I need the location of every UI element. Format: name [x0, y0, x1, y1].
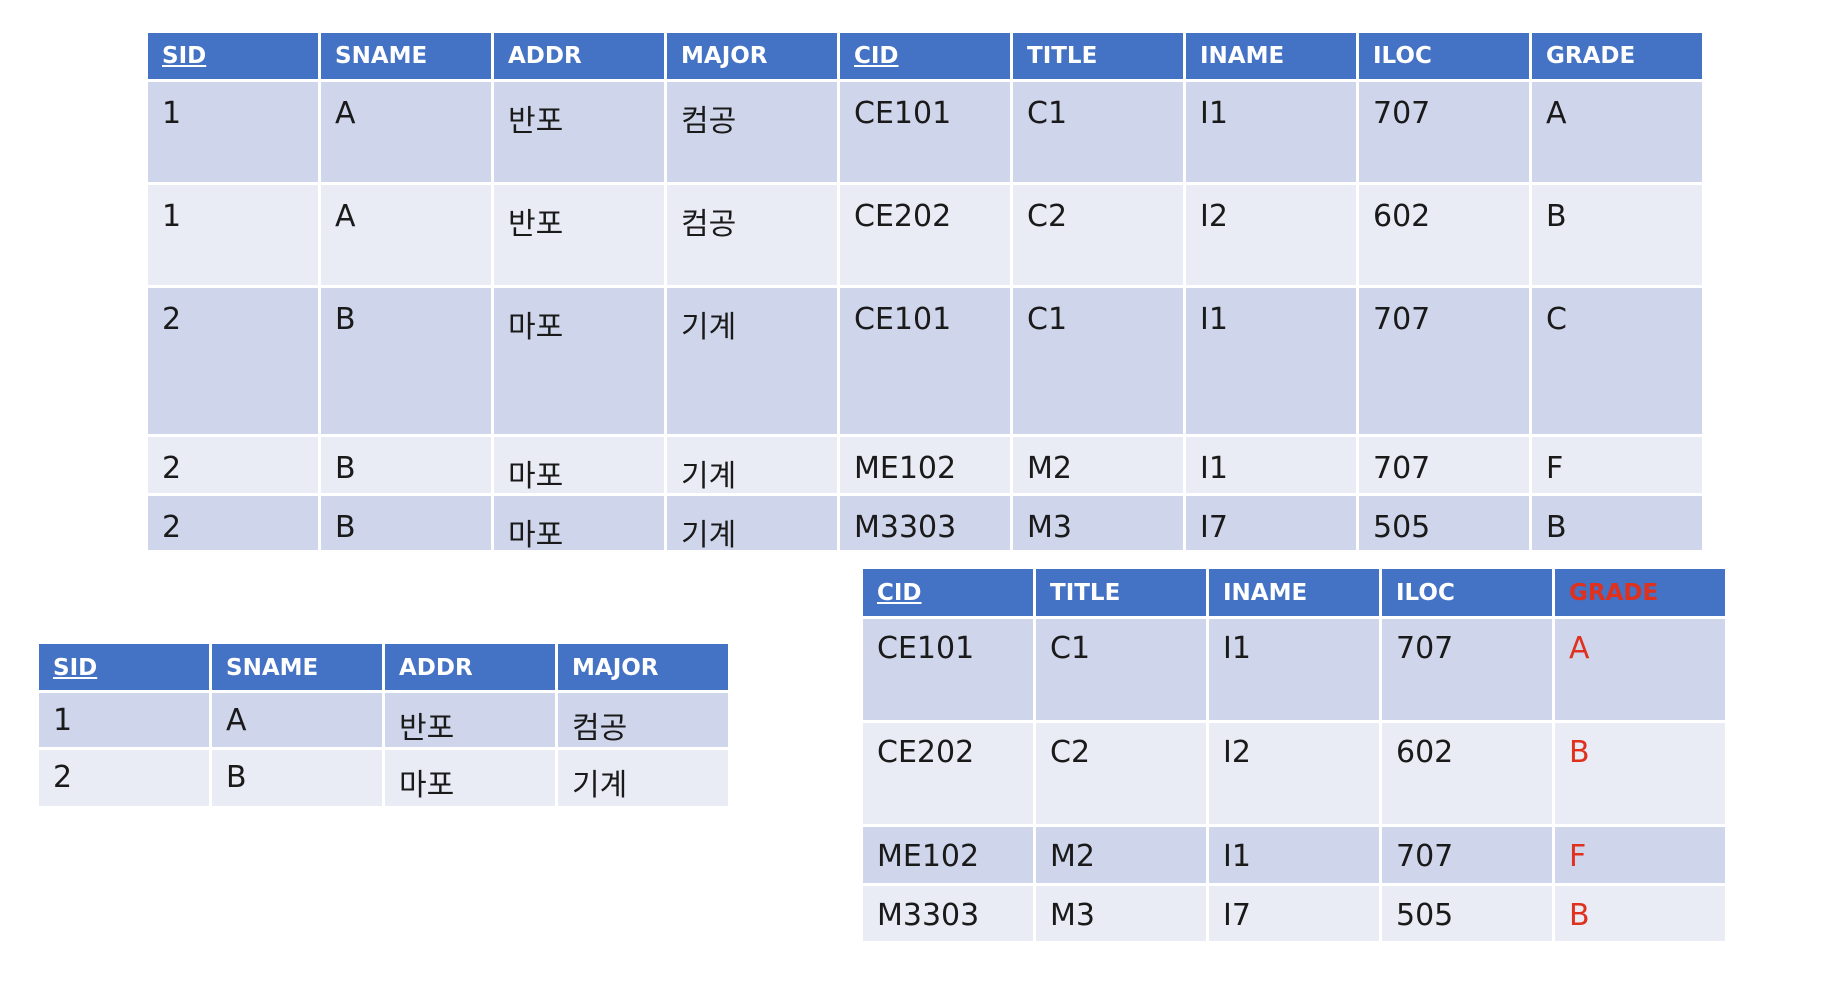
table-cell: 1: [148, 185, 318, 285]
table-cell: 2: [148, 437, 318, 493]
table-cell: 반포: [494, 185, 664, 285]
table-cell: F: [1532, 437, 1702, 493]
table-cell: 1: [148, 82, 318, 182]
table-cell: 707: [1359, 288, 1529, 434]
table-cell: 2: [39, 750, 209, 806]
table-cell: 기계: [667, 437, 837, 493]
header-sname: SNAME: [212, 644, 382, 690]
header-iloc: ILOC: [1359, 33, 1529, 79]
table-cell: B: [1532, 185, 1702, 285]
table-cell: I1: [1209, 619, 1379, 720]
table-cell: M2: [1036, 827, 1206, 883]
table-cell: 707: [1382, 827, 1552, 883]
table-cell: B: [321, 437, 491, 493]
table-cell: 반포: [494, 82, 664, 182]
table-cell: C1: [1036, 619, 1206, 720]
table-cell: 505: [1359, 496, 1529, 550]
table-cell: M2: [1013, 437, 1183, 493]
table-cell: I1: [1209, 827, 1379, 883]
table-cell: M3: [1013, 496, 1183, 550]
table-cell: 602: [1382, 723, 1552, 824]
table-cell: CE101: [840, 288, 1010, 434]
table-cell: 기계: [667, 288, 837, 434]
table-cell: 기계: [667, 496, 837, 550]
table-cell: 마포: [385, 750, 555, 806]
grade-cell: B: [1555, 723, 1725, 824]
table-cell: ME102: [863, 827, 1033, 883]
header-major: MAJOR: [558, 644, 728, 690]
table-cell: B: [212, 750, 382, 806]
table-cell: 기계: [558, 750, 728, 806]
table-cell: I1: [1186, 82, 1356, 182]
table-cell: ME102: [840, 437, 1010, 493]
table-cell: 602: [1359, 185, 1529, 285]
table-cell: A: [1532, 82, 1702, 182]
table-cell: B: [321, 496, 491, 550]
table-cell: 컴공: [558, 693, 728, 747]
header-sid: SID: [39, 644, 209, 690]
table-cell: 마포: [494, 496, 664, 550]
table-cell: C1: [1013, 82, 1183, 182]
table-cell: I7: [1209, 886, 1379, 941]
header-title: TITLE: [1036, 569, 1206, 616]
table-cell: A: [321, 185, 491, 285]
table-cell: I2: [1209, 723, 1379, 824]
table-cell: M3: [1036, 886, 1206, 941]
table-cell: CE202: [840, 185, 1010, 285]
course-table: CID TITLE INAME ILOC GRADE CE101 C1 I1 7…: [863, 569, 1725, 941]
table-cell: 707: [1359, 82, 1529, 182]
table-cell: I7: [1186, 496, 1356, 550]
table-cell: I1: [1186, 437, 1356, 493]
table-cell: A: [212, 693, 382, 747]
table-cell: 2: [148, 496, 318, 550]
grade-cell: F: [1555, 827, 1725, 883]
grade-cell: A: [1555, 619, 1725, 720]
table-cell: I2: [1186, 185, 1356, 285]
table-cell: 반포: [385, 693, 555, 747]
table-cell: I1: [1186, 288, 1356, 434]
header-iname: INAME: [1186, 33, 1356, 79]
grade-cell: B: [1555, 886, 1725, 941]
table-cell: CE101: [863, 619, 1033, 720]
table-cell: A: [321, 82, 491, 182]
table-cell: CE101: [840, 82, 1010, 182]
header-addr: ADDR: [494, 33, 664, 79]
table-cell: 1: [39, 693, 209, 747]
table-cell: C2: [1013, 185, 1183, 285]
table-cell: 컴공: [667, 185, 837, 285]
table-cell: M3303: [863, 886, 1033, 941]
header-cid: CID: [840, 33, 1010, 79]
enrollment-table: SID SNAME ADDR MAJOR CID TITLE INAME ILO…: [148, 33, 1702, 550]
header-addr: ADDR: [385, 644, 555, 690]
table-cell: C1: [1013, 288, 1183, 434]
header-grade: GRADE: [1555, 569, 1725, 616]
table-cell: 707: [1359, 437, 1529, 493]
header-grade: GRADE: [1532, 33, 1702, 79]
table-cell: 2: [148, 288, 318, 434]
header-sid: SID: [148, 33, 318, 79]
table-cell: CE202: [863, 723, 1033, 824]
table-cell: C2: [1036, 723, 1206, 824]
table-cell: 505: [1382, 886, 1552, 941]
table-cell: B: [1532, 496, 1702, 550]
table-cell: 707: [1382, 619, 1552, 720]
student-table: SID SNAME ADDR MAJOR 1 A 반포 컴공 2 B 마포 기계: [39, 644, 728, 806]
header-sname: SNAME: [321, 33, 491, 79]
table-cell: M3303: [840, 496, 1010, 550]
table-cell: 마포: [494, 288, 664, 434]
table-cell: 컴공: [667, 82, 837, 182]
header-iname: INAME: [1209, 569, 1379, 616]
table-cell: 마포: [494, 437, 664, 493]
table-cell: C: [1532, 288, 1702, 434]
header-major: MAJOR: [667, 33, 837, 79]
header-iloc: ILOC: [1382, 569, 1552, 616]
header-title: TITLE: [1013, 33, 1183, 79]
table-cell: B: [321, 288, 491, 434]
header-cid: CID: [863, 569, 1033, 616]
